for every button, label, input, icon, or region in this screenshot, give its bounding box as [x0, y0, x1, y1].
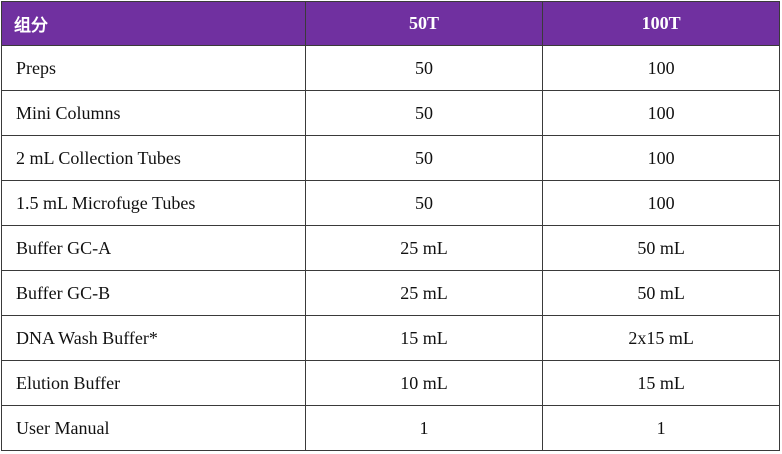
row-qty-50t: 15 mL	[304, 315, 544, 361]
row-qty-100t: 100	[542, 180, 780, 226]
row-qty-100t: 1	[542, 405, 780, 451]
row-component: Preps	[1, 45, 306, 91]
row-component: Buffer GC-A	[1, 225, 306, 271]
table-row: Preps 50 100	[1, 45, 780, 91]
row-qty-50t: 50	[304, 45, 544, 91]
table-row: Buffer GC-A 25 mL 50 mL	[1, 225, 780, 271]
table-row: Buffer GC-B 25 mL 50 mL	[1, 270, 780, 316]
row-qty-100t: 2x15 mL	[542, 315, 780, 361]
header-100t: 100T	[542, 1, 780, 46]
row-qty-50t: 25 mL	[304, 225, 544, 271]
header-component: 组分	[1, 1, 306, 46]
row-component: 2 mL Collection Tubes	[1, 135, 306, 181]
row-qty-50t: 50	[304, 135, 544, 181]
table-row: 2 mL Collection Tubes 50 100	[1, 135, 780, 181]
table-header-row: 组分 50T 100T	[1, 1, 780, 46]
table-row: Elution Buffer 10 mL 15 mL	[1, 360, 780, 406]
row-component: 1.5 mL Microfuge Tubes	[1, 180, 306, 226]
row-component: Mini Columns	[1, 90, 306, 136]
row-component: DNA Wash Buffer*	[1, 315, 306, 361]
table-row: User Manual 1 1	[1, 405, 780, 451]
row-component: User Manual	[1, 405, 306, 451]
row-qty-100t: 100	[542, 45, 780, 91]
table-row: Mini Columns 50 100	[1, 90, 780, 136]
header-50t: 50T	[304, 1, 544, 46]
row-qty-50t: 50	[304, 180, 544, 226]
row-qty-50t: 25 mL	[304, 270, 544, 316]
row-qty-50t: 10 mL	[304, 360, 544, 406]
row-qty-100t: 100	[542, 90, 780, 136]
row-qty-50t: 50	[304, 90, 544, 136]
table-row: DNA Wash Buffer* 15 mL 2x15 mL	[1, 315, 780, 361]
row-qty-100t: 15 mL	[542, 360, 780, 406]
table-row: 1.5 mL Microfuge Tubes 50 100	[1, 180, 780, 226]
row-qty-100t: 50 mL	[542, 225, 780, 271]
row-component: Elution Buffer	[1, 360, 306, 406]
row-component: Buffer GC-B	[1, 270, 306, 316]
row-qty-100t: 50 mL	[542, 270, 780, 316]
row-qty-50t: 1	[304, 405, 544, 451]
row-qty-100t: 100	[542, 135, 780, 181]
